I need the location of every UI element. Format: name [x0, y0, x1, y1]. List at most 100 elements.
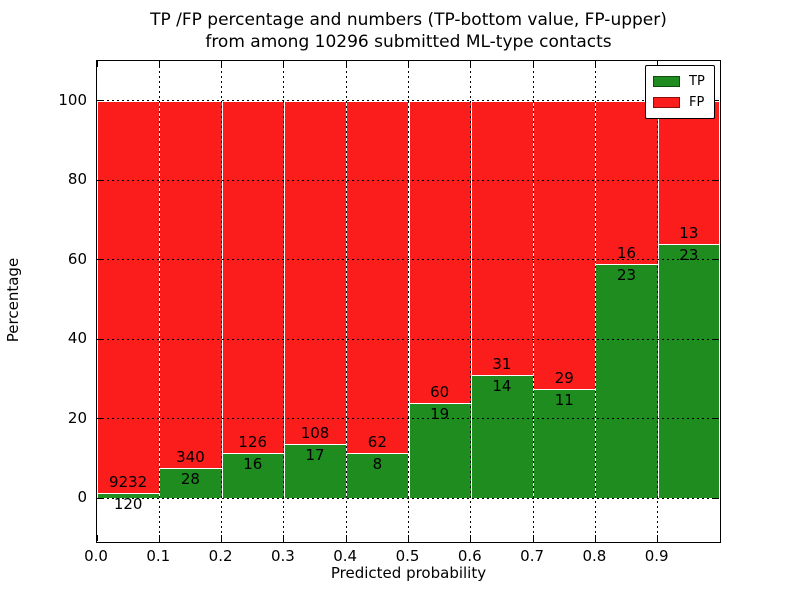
- bar-label-tp: 23: [616, 265, 637, 284]
- y-tick-label: 80: [67, 170, 87, 189]
- bar-label-tp: 16: [243, 455, 263, 474]
- x-tick-mark: [283, 535, 285, 541]
- x-tick-mark: [657, 61, 659, 67]
- y-tick-mark: [97, 259, 103, 261]
- legend-label: TP: [689, 73, 705, 89]
- x-tick-mark: [158, 61, 160, 67]
- x-tick-mark: [345, 61, 347, 67]
- gridline-horizontal: [97, 418, 720, 420]
- y-tick-mark: [97, 497, 103, 499]
- x-tick-mark: [283, 61, 285, 67]
- gridline-vertical: [283, 61, 285, 542]
- legend-label: FP: [689, 94, 705, 110]
- bar-segment-tp: [221, 453, 284, 499]
- x-tick-mark: [532, 61, 534, 67]
- legend-swatch-fp: [653, 97, 680, 108]
- bar-label-fp: 60: [430, 382, 450, 401]
- gridline-horizontal: [97, 100, 720, 102]
- x-tick-mark: [221, 535, 223, 541]
- x-tick-label: 0.3: [270, 547, 295, 565]
- bar-segment-fp: [346, 100, 409, 453]
- chart-title-line1: TP /FP percentage and numbers (TP-bottom…: [150, 10, 667, 30]
- bar-label-tp: 17: [305, 446, 325, 465]
- bar-segment-fp: [408, 100, 471, 403]
- gridline-vertical: [221, 61, 223, 542]
- x-tick-mark: [719, 535, 721, 541]
- bar-label-fp: 126: [238, 433, 268, 452]
- bar-segment-fp: [533, 100, 596, 389]
- y-tick-mark: [713, 338, 719, 340]
- legend-item: FP: [653, 92, 705, 113]
- bar-label-fp: 13: [679, 224, 699, 243]
- x-tick-mark: [158, 535, 160, 541]
- gridline-horizontal: [97, 338, 720, 340]
- y-axis-label: Percentage: [4, 257, 22, 343]
- bar-label-tp: 11: [554, 390, 574, 409]
- bar-segment-tp: [595, 263, 658, 499]
- gridline-horizontal: [97, 259, 720, 261]
- x-tick-label: 0.9: [644, 547, 669, 565]
- y-tick-mark: [97, 338, 103, 340]
- bar-label-tp: 19: [430, 404, 450, 423]
- y-tick-label: 60: [67, 249, 87, 268]
- chart-title-line2: from among 10296 submitted ML-type conta…: [205, 32, 612, 52]
- bar-segment-tp: [97, 493, 160, 499]
- x-tick-mark: [657, 535, 659, 541]
- bar-segment-fp: [97, 100, 160, 494]
- x-axis-label: Predicted probability: [330, 564, 487, 582]
- y-tick-label: 20: [67, 408, 87, 427]
- x-tick-mark: [408, 61, 409, 67]
- x-tick-label: 0.7: [520, 547, 545, 565]
- bar-segment-fp: [595, 100, 658, 264]
- bar-label-tp: 14: [492, 376, 512, 395]
- y-tick-label: 0: [77, 488, 87, 507]
- bar-label-tp: 8: [372, 454, 383, 473]
- y-tick-mark: [713, 179, 719, 181]
- x-tick-mark: [408, 535, 409, 541]
- bar-segment-tp: [470, 374, 534, 499]
- x-tick-mark: [594, 535, 596, 541]
- bar-segment-fp: [221, 100, 284, 454]
- plot-area: 9232 120 340 28 126 16 108 17 62 8 60 19 31 14 29 11 16 2…: [96, 60, 721, 543]
- gridline-vertical: [345, 61, 347, 542]
- y-tick-mark: [713, 259, 719, 261]
- x-tick-label: 0.5: [395, 547, 420, 565]
- x-tick-mark: [96, 61, 98, 67]
- y-tick-mark: [97, 179, 103, 181]
- x-tick-label: 0.8: [582, 547, 607, 565]
- y-tick-label: 100: [58, 90, 87, 109]
- x-tick-label: 0.0: [84, 547, 108, 565]
- x-tick-mark: [221, 61, 223, 67]
- bar-label-fp: 9232: [109, 473, 148, 492]
- x-tick-mark: [470, 535, 472, 541]
- x-tick-label: 0.4: [333, 547, 358, 565]
- bar-segment-tp: [283, 444, 347, 499]
- bar-label-tp: 120: [113, 495, 143, 514]
- y-tick-label: 40: [67, 329, 87, 348]
- legend-item: TP: [653, 71, 705, 92]
- x-tick-mark: [345, 535, 347, 541]
- bar-segment-fp: [657, 100, 720, 245]
- x-tick-mark: [532, 535, 534, 541]
- y-tick-mark: [713, 100, 719, 102]
- gridline-vertical: [158, 61, 160, 542]
- bar-label-fp: 29: [554, 368, 574, 387]
- gridline-vertical: [657, 61, 659, 542]
- bar-label-tp: 28: [180, 470, 200, 489]
- gridline-vertical: [532, 61, 534, 542]
- bar-segment-tp: [533, 388, 596, 499]
- x-tick-mark: [594, 61, 596, 67]
- y-tick-mark: [97, 100, 103, 102]
- x-tick-mark: [470, 61, 472, 67]
- bar-segment-fp: [159, 100, 222, 469]
- bar-label-fp: 108: [300, 424, 330, 443]
- bar-label-fp: 16: [616, 243, 637, 262]
- legend-swatch-tp: [653, 76, 680, 87]
- x-tick-label: 0.2: [208, 547, 233, 565]
- y-tick-mark: [713, 418, 719, 420]
- x-tick-mark: [719, 61, 721, 67]
- bar-segment-tp: [346, 452, 409, 499]
- bar-label-tp: 23: [679, 246, 699, 265]
- x-tick-label: 0.1: [146, 547, 171, 565]
